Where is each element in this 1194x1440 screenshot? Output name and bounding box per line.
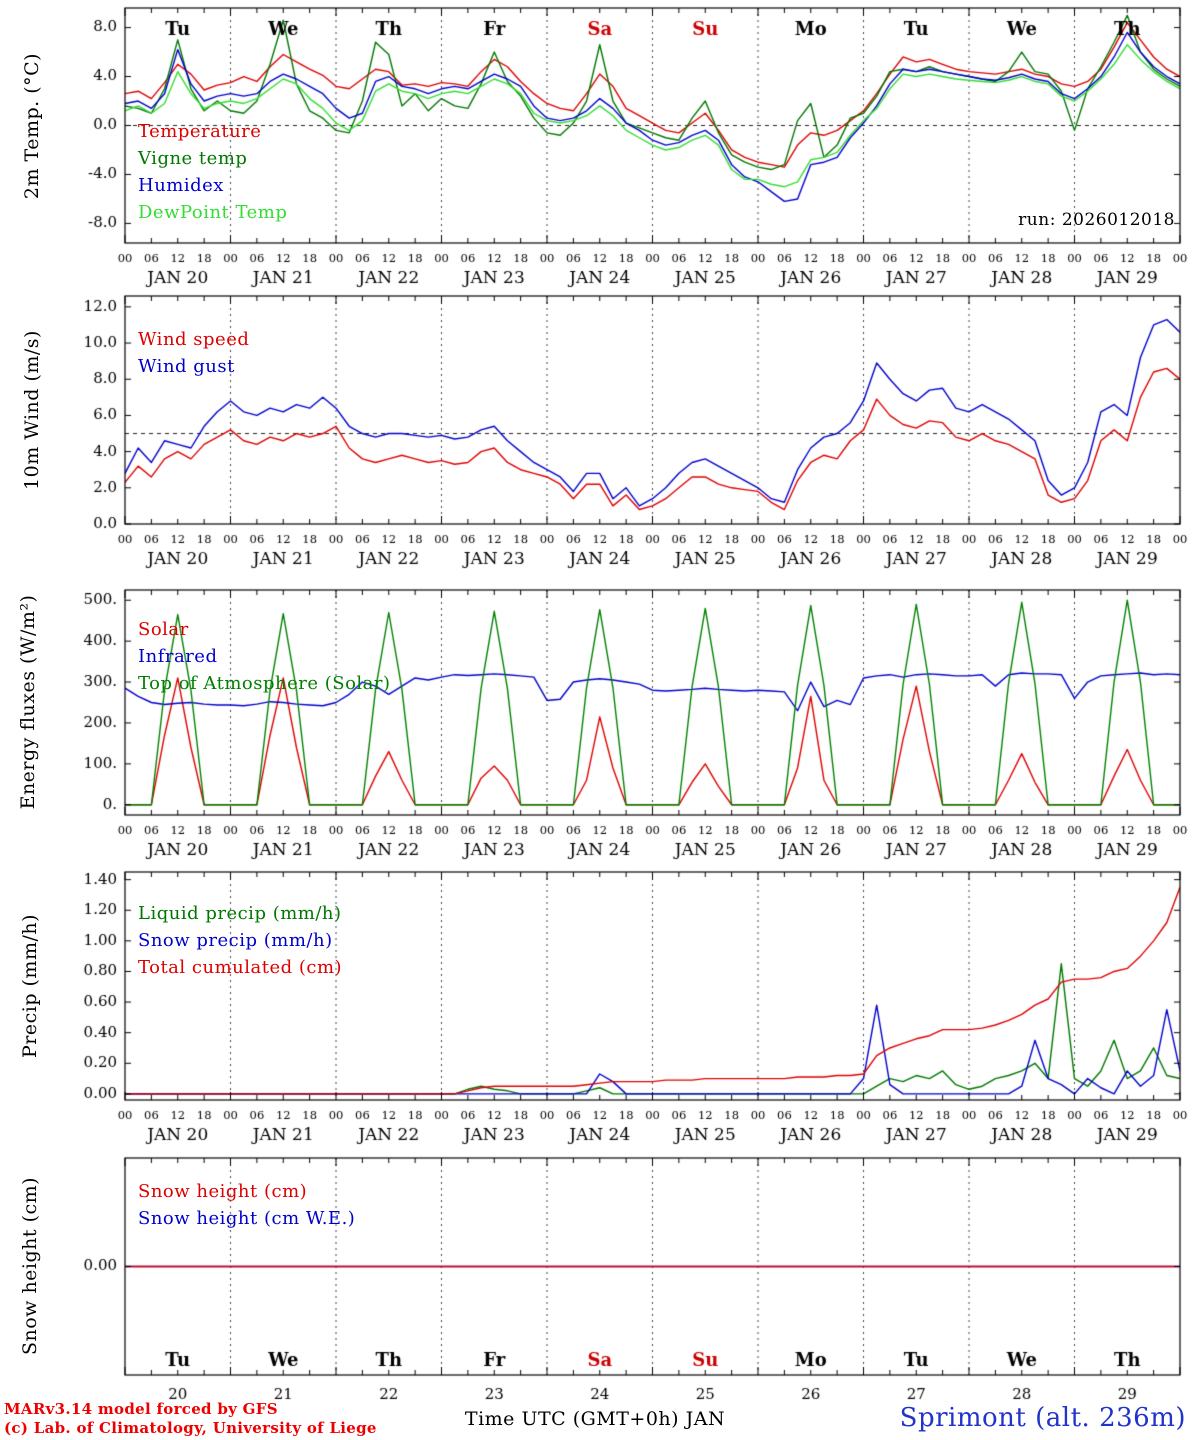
legend-snow-precip: Snow precip (mm/h) — [138, 930, 333, 951]
temperature-panel-canvas — [0, 0, 1194, 288]
model-credit: MARv3.14 model forced by GFS (c) Lab. of… — [4, 1400, 377, 1438]
snow-height-panel-canvas — [0, 1150, 1194, 1440]
legend-dewpoint-temp: DewPoint Temp — [138, 202, 288, 223]
legend-temperature: Temperature — [138, 121, 262, 142]
legend-liquid-precip: Liquid precip (mm/h) — [138, 903, 342, 924]
station-label: Sprimont (alt. 236m) — [899, 1403, 1186, 1433]
precip-legend: Liquid precip (mm/h) Snow precip (mm/h) … — [138, 900, 342, 981]
legend-infrared: Infrared — [138, 646, 218, 667]
model-credit-line1: MARv3.14 model forced by GFS — [4, 1400, 278, 1418]
wind-panel-canvas — [0, 288, 1194, 576]
legend-vigne-temp: Vigne temp — [138, 148, 248, 169]
y-axis-title-precip: Precip (mm/h) — [19, 913, 41, 1059]
legend-snow-height: Snow height (cm) — [138, 1181, 308, 1202]
y-axis-title-snow-height: Snow height (cm) — [19, 1176, 41, 1356]
legend-solar: Solar — [138, 619, 189, 640]
y-axis-title-temperature: 2m Temp. (°C) — [21, 52, 43, 200]
wind-legend: Wind speed Wind gust — [138, 326, 249, 380]
x-axis-title: Time UTC (GMT+0h) JAN — [464, 1408, 726, 1430]
legend-snow-height-we: Snow height (cm W.E.) — [138, 1208, 356, 1229]
precip-panel-canvas — [0, 864, 1194, 1150]
legend-total-cumulated: Total cumulated (cm) — [138, 957, 343, 978]
legend-humidex: Humidex — [138, 175, 224, 196]
legend-toa-solar: Top of Atmosphere (Solar) — [138, 673, 391, 694]
model-credit-line2: (c) Lab. of Climatology, University of L… — [4, 1419, 377, 1437]
model-run-label: run: 2026012018 — [1018, 210, 1175, 230]
snow-height-legend: Snow height (cm) Snow height (cm W.E.) — [138, 1178, 355, 1232]
energy-legend: Solar Infrared Top of Atmosphere (Solar) — [138, 616, 391, 697]
y-axis-title-wind: 10m Wind (m/s) — [21, 330, 43, 490]
energy-flux-panel-canvas — [0, 582, 1194, 864]
legend-wind-speed: Wind speed — [138, 329, 250, 350]
y-axis-title-energy: Energy fluxes (W/m²) — [17, 594, 39, 810]
temperature-legend: Temperature Vigne temp Humidex DewPoint … — [138, 118, 287, 226]
legend-wind-gust: Wind gust — [138, 356, 235, 377]
